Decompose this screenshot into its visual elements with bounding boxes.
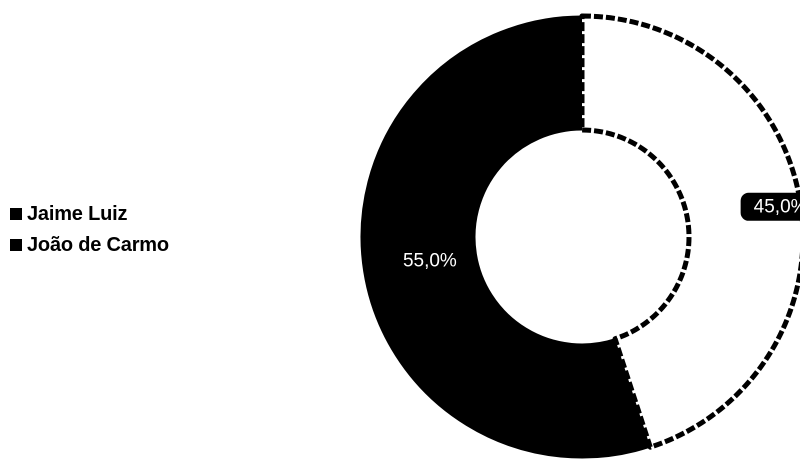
chart-legend: Jaime Luiz João de Carmo [10, 200, 169, 262]
legend-item-joao-de-carmo: João de Carmo [10, 231, 169, 259]
slice-jaime-luiz [579, 13, 800, 450]
data-label-jaime-luiz: 45,0% [740, 192, 800, 221]
svg-text:45,0%: 45,0% [754, 196, 800, 217]
legend-item-jaime-luiz: Jaime Luiz [10, 200, 169, 228]
slice-joao-de-carmo [360, 15, 651, 459]
legend-swatch-joao-de-carmo [10, 239, 22, 251]
legend-swatch-jaime-luiz [10, 208, 22, 220]
data-label-background [740, 192, 800, 221]
data-label-joao-de-carmo: 55,0% [403, 251, 457, 272]
svg-text:55,0%: 55,0% [403, 251, 457, 272]
legend-label-joao-de-carmo: João de Carmo [27, 233, 169, 256]
legend-label-jaime-luiz: Jaime Luiz [27, 202, 128, 225]
